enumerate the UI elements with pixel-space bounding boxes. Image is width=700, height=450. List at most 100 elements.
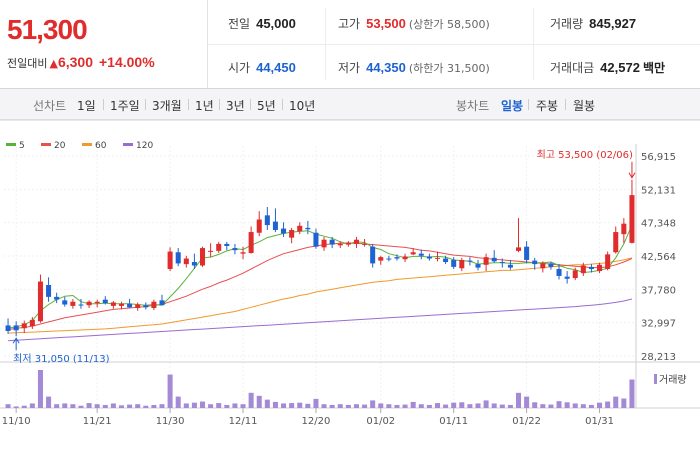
candle-body <box>580 265 586 274</box>
prev-close-label: 전일 <box>228 17 251 31</box>
volume-bar <box>200 401 206 408</box>
candle-body <box>200 248 206 266</box>
candle-body <box>248 232 254 253</box>
high-price: 고가 53,500 (상한가 58,500) <box>338 15 490 32</box>
volume-bar <box>362 404 368 408</box>
candle-body <box>337 243 343 246</box>
volume-bar <box>21 405 27 408</box>
candle-body <box>524 246 530 260</box>
candle-body <box>475 264 481 268</box>
volume-bar <box>216 403 222 408</box>
col-divider <box>533 8 534 80</box>
legend-swatch-ma20 <box>41 143 51 146</box>
volume-bar <box>321 404 327 408</box>
tab-3y[interactable]: 3년 <box>226 99 245 113</box>
tab-10y[interactable]: 10년 <box>289 99 316 113</box>
candle-body <box>191 262 197 266</box>
volume-bar <box>588 404 594 408</box>
volume-bar <box>507 404 513 408</box>
volume-bar <box>94 404 100 408</box>
candle-body <box>362 243 368 245</box>
candle-body <box>46 285 52 297</box>
volume-bar <box>159 404 165 408</box>
y-tick-label: 42,564 <box>641 252 676 263</box>
candle-body <box>110 302 116 306</box>
volume-bar <box>451 402 457 408</box>
volume-bar <box>434 403 440 408</box>
volume-bar <box>272 401 278 408</box>
legend-swatch-ma120 <box>123 143 133 146</box>
volume-bar <box>370 400 376 408</box>
volume-bar <box>62 403 68 408</box>
volume-bar <box>78 405 84 408</box>
upper-limit: (상한가 58,500) <box>408 18 490 31</box>
tab-divider <box>250 99 251 110</box>
volume-bar <box>191 402 197 408</box>
candle-body <box>62 300 68 305</box>
col-divider <box>325 8 326 80</box>
volume-bar <box>167 374 173 408</box>
volume-bar <box>143 405 149 408</box>
change-label: 전일대비 <box>7 57 48 70</box>
stock-chart: 5 20 60 120 최고 53,500 (02/06) 최저 31,050 (11/… <box>0 120 700 427</box>
candle-body <box>499 262 505 264</box>
row-divider <box>208 44 700 45</box>
volume-bar <box>127 404 133 408</box>
candle-body <box>418 253 424 256</box>
volume-bar <box>54 404 60 408</box>
candle-body <box>224 243 230 246</box>
x-tick-label: 11/30 <box>156 416 185 427</box>
candle-body <box>5 325 11 332</box>
volume-bar <box>524 396 530 408</box>
candle-body <box>402 256 408 260</box>
tab-daily[interactable]: 일봉 <box>501 99 524 113</box>
volume-bar <box>540 404 546 408</box>
tab-weekly[interactable]: 주봉 <box>536 99 559 113</box>
low-value: 44,350 <box>366 60 406 75</box>
volume-bar <box>175 396 181 408</box>
down-arrow-icon <box>628 172 636 179</box>
up-arrow-icon <box>12 337 20 344</box>
volume-bar <box>410 401 416 408</box>
candle-body <box>167 251 173 269</box>
period-tabs: 선차트 1일 1주일 3개월 1년 3년 5년 10년 봉차트 일봉 주봉 월봉 <box>0 89 700 120</box>
candle-body <box>297 225 303 232</box>
volume-bar <box>183 403 189 408</box>
tab-1w[interactable]: 1주일 <box>110 99 140 113</box>
volume-bar <box>353 404 359 408</box>
tab-monthly[interactable]: 월봉 <box>573 99 596 113</box>
candle-body <box>159 300 165 306</box>
price-change: 전일대비 ▲6,300 +14.00% <box>7 54 155 71</box>
y-tick-label: 47,348 <box>641 219 676 230</box>
volume-bar <box>580 404 586 408</box>
tab-divider <box>282 99 283 110</box>
volume-bar <box>548 404 554 408</box>
tab-1y[interactable]: 1년 <box>195 99 214 113</box>
candle-body <box>410 252 416 255</box>
volume-bar <box>313 398 319 408</box>
volume-bar <box>151 404 157 408</box>
candle-chart-label: 봉차트 <box>456 99 490 113</box>
candle-body <box>516 247 522 251</box>
tab-1d[interactable]: 1일 <box>77 99 96 113</box>
candle-body <box>321 239 327 248</box>
tab-3m[interactable]: 3개월 <box>152 99 182 113</box>
volume-bar <box>459 402 465 408</box>
volume-bar <box>597 402 603 408</box>
volume-bar <box>281 403 287 408</box>
low-annotation: 최저 31,050 (11/13) <box>13 353 109 365</box>
ma5-line <box>8 224 633 329</box>
volume-bar <box>629 379 635 408</box>
volume-bar <box>329 404 335 408</box>
tab-5y[interactable]: 5년 <box>257 99 276 113</box>
tab-divider <box>528 99 529 110</box>
candle-body <box>329 239 335 245</box>
volume-bar <box>110 403 116 408</box>
volume-bar <box>572 403 578 408</box>
volume-bar <box>394 404 400 408</box>
candle-body <box>548 263 554 267</box>
candle-body <box>135 304 141 309</box>
amount-unit: 백만 <box>642 61 666 75</box>
volume: 거래량 845,927 <box>550 15 636 32</box>
y-tick-label: 32,997 <box>641 319 676 330</box>
